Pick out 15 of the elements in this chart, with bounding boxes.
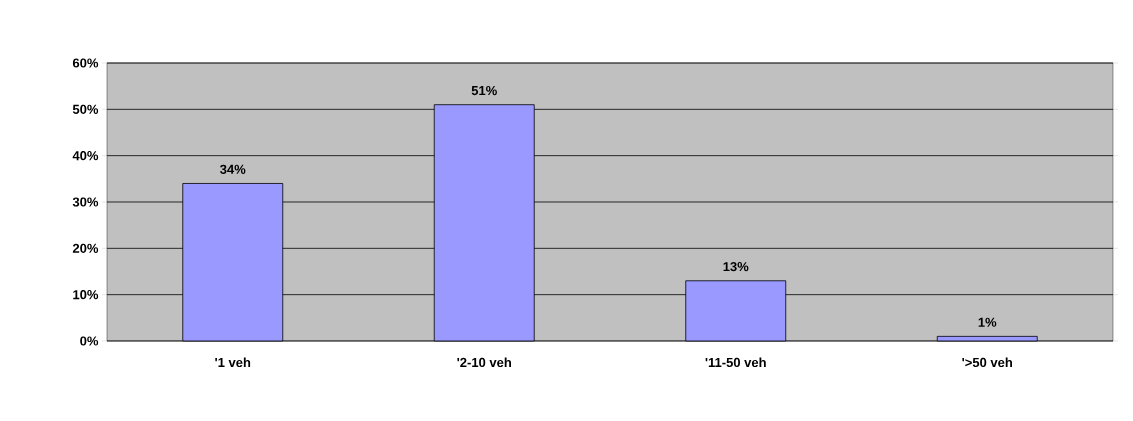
- x-tick-label: '2-10 veh: [457, 357, 511, 368]
- x-tick-label: '11-50 veh: [705, 357, 766, 368]
- y-tick-label: 40%: [72, 151, 99, 161]
- y-tick-label: 10%: [73, 290, 99, 300]
- y-tick-label: 30%: [72, 197, 99, 207]
- data-label: 34%: [220, 164, 246, 174]
- data-label: 1%: [978, 317, 997, 327]
- x-tick-label: '1 veh: [215, 357, 251, 368]
- y-tick-label: 0%: [80, 336, 99, 346]
- data-label: 51%: [471, 85, 497, 96]
- x-tick-label: '>50 veh: [962, 357, 1012, 368]
- data-label: 13%: [723, 262, 749, 272]
- y-tick-label: 60%: [72, 58, 99, 68]
- y-tick-label: 20%: [72, 243, 99, 253]
- y-tick-label: 50%: [72, 104, 99, 114]
